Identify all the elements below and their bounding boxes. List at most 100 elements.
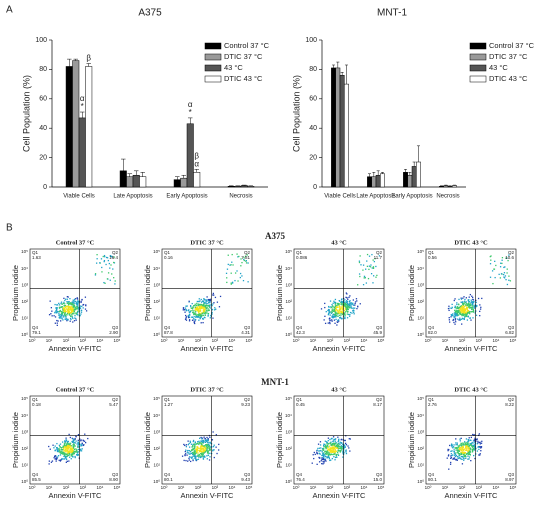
density-dot [185,317,187,319]
density-dot [63,450,65,452]
density-dot [197,452,199,454]
density-dot [198,314,201,316]
density-dot [456,447,458,450]
density-dot [479,314,481,317]
legend-swatch [204,53,222,61]
density-dot [207,441,209,444]
density-dot [489,276,492,278]
density-dot [458,446,460,448]
density-dot [349,311,352,314]
density-dot [184,450,186,453]
density-dot [334,301,336,304]
density-dot [185,314,187,317]
density-dot [468,448,470,450]
density-dot [334,310,337,312]
density-dot [201,444,204,447]
density-dot [214,307,216,309]
density-dot [463,454,465,456]
y-tick-label: 40 [309,125,317,132]
density-dot [85,304,87,306]
density-dot [336,302,339,305]
density-dot [193,448,196,450]
density-dot [75,317,77,320]
density-dot [65,440,67,443]
density-dot [216,301,219,303]
bar [72,60,80,188]
density-dot [329,300,332,302]
density-dot [199,442,202,444]
density-dot [341,312,343,314]
density-dot [339,443,341,445]
bar [173,179,181,188]
density-dot [327,456,329,459]
bar [193,172,201,188]
density-dot [218,306,221,308]
error-bar [181,174,187,179]
plot-title: DTIC 43 °C [454,239,488,246]
density-dot [337,309,339,311]
quadrant-name: Q4 [164,325,171,330]
density-dot [196,308,198,310]
density-dot [73,311,75,313]
density-dot [211,304,213,307]
density-dot [473,444,475,446]
density-dot [83,440,86,442]
density-dot [457,314,459,316]
density-dot [195,314,198,316]
density-dot [335,308,337,310]
density-dot [199,317,201,319]
density-dot [72,310,74,313]
density-dot [240,258,242,260]
density-dot [68,300,70,303]
density-dot [205,300,207,303]
density-dot [461,307,463,309]
bar [65,66,73,188]
density-dot [77,442,79,445]
density-dot [333,447,335,449]
density-dot [202,314,205,316]
density-dot [108,262,110,265]
density-dot [343,445,345,447]
density-dot [56,442,58,445]
density-dot [66,452,69,454]
density-dot [455,306,457,308]
density-dot [345,451,347,453]
density-dot [208,444,211,446]
density-dot [479,443,482,445]
density-dot [198,454,200,457]
density-dot [334,310,336,313]
density-dot [464,316,466,318]
annotation: α [80,94,85,103]
density-dot [464,444,466,446]
density-dot [82,439,84,441]
density-dot [467,444,469,446]
density-dot [67,452,70,454]
density-dot [465,438,468,440]
error-bar [372,172,376,177]
density-dot [69,320,71,322]
density-dot [206,458,208,460]
density-dot [72,452,75,454]
density-dot [62,445,64,447]
density-dot [337,306,339,308]
density-dot [109,255,112,257]
density-dot [461,301,463,303]
density-dot [56,457,58,460]
density-dot [327,446,329,448]
density-dot [193,312,195,314]
density-dot [448,309,450,312]
density-dot [236,253,238,255]
quadrant-value: 2.90 [109,330,118,335]
density-dot [55,458,57,460]
density-dot [69,451,71,453]
density-dot [75,435,77,437]
density-dot [66,453,68,455]
density-dot [64,453,67,455]
density-dot [464,300,466,302]
density-dot [63,443,66,445]
density-dot [231,281,234,283]
density-dot [503,266,505,269]
density-dot [336,447,339,450]
flow-plot: DTIC 43 °CQ12.76Q28.22Q480.1Q38.9710⁰10⁰… [407,386,516,500]
plot-title: Control 37 °C [56,239,95,246]
